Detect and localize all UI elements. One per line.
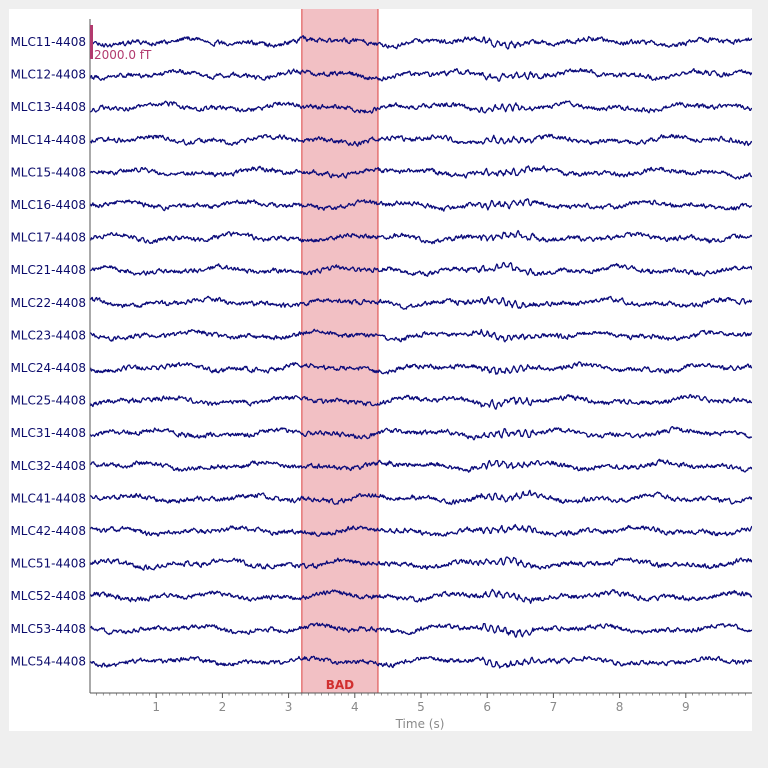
x-tick-label: 6 <box>483 700 491 714</box>
x-tick-label: 9 <box>682 700 690 714</box>
channel-trace-mlc51-4408[interactable] <box>89 556 752 571</box>
x-tick-label: 3 <box>285 700 293 714</box>
channel-trace-mlc24-4408[interactable] <box>89 361 752 375</box>
channel-trace-mlc54-4408[interactable] <box>89 655 752 669</box>
channel-label[interactable]: MLC24-4408 <box>10 361 86 375</box>
channel-labels-layer: MLC11-4408 MLC12-4408 MLC13-4408 MLC14-4408… <box>10 35 86 668</box>
annotation-label: BAD <box>326 678 354 692</box>
channel-trace-mlc16-4408[interactable] <box>89 198 752 212</box>
annotation-span-bad[interactable] <box>301 9 378 693</box>
channel-trace-mlc23-4408[interactable] <box>89 328 752 343</box>
x-tick-label: 8 <box>616 700 624 714</box>
channel-trace-mlc42-4408[interactable] <box>89 523 752 538</box>
channel-label[interactable]: MLC21-4408 <box>10 263 86 277</box>
x-tick-label: 4 <box>351 700 359 714</box>
channel-label[interactable]: MLC16-4408 <box>10 198 86 212</box>
traces-layer <box>89 35 752 669</box>
channel-label[interactable]: MLC15-4408 <box>10 165 86 179</box>
channel-label[interactable]: MLC42-4408 <box>10 524 86 538</box>
channel-trace-mlc41-4408[interactable] <box>89 489 752 506</box>
channel-trace-mlc53-4408[interactable] <box>89 622 752 638</box>
channel-label[interactable]: MLC32-4408 <box>10 459 86 473</box>
channel-trace-mlc31-4408[interactable] <box>89 425 752 441</box>
channel-trace-mlc21-4408[interactable] <box>89 261 752 277</box>
channel-label[interactable]: MLC22-4408 <box>10 296 86 310</box>
x-tick-label: 2 <box>219 700 227 714</box>
annotations-layer: BAD <box>301 9 379 693</box>
channel-label[interactable]: MLC13-4408 <box>10 100 86 114</box>
channel-trace-mlc15-4408[interactable] <box>89 165 752 180</box>
channel-trace-mlc17-4408[interactable] <box>89 229 752 245</box>
channel-trace-mlc25-4408[interactable] <box>89 393 752 410</box>
channel-label[interactable]: MLC51-4408 <box>10 557 86 571</box>
channel-label[interactable]: MLC54-4408 <box>10 654 86 668</box>
channel-label[interactable]: MLC23-4408 <box>10 328 86 342</box>
meg-raw-plot: BAD MLC11-4408 MLC12-4408 MLC13-4408 MLC14-… <box>10 9 752 731</box>
channel-label[interactable]: MLC52-4408 <box>10 589 86 603</box>
axes-layer: 1 2 3 4 5 6 7 8 9 Time (s) 2000.0 fT <box>89 19 752 731</box>
channel-label[interactable]: MLC25-4408 <box>10 394 86 408</box>
channel-label[interactable]: MLC11-4408 <box>10 35 86 49</box>
scale-bar-label: 2000.0 fT <box>94 48 152 62</box>
channel-label[interactable]: MLC12-4408 <box>10 68 86 82</box>
channel-trace-mlc13-4408[interactable] <box>89 100 752 114</box>
channel-label[interactable]: MLC31-4408 <box>10 426 86 440</box>
channel-label[interactable]: MLC41-4408 <box>10 491 86 505</box>
channel-label[interactable]: MLC14-4408 <box>10 133 86 147</box>
x-tick-label: 1 <box>152 700 160 714</box>
channel-trace-mlc52-4408[interactable] <box>89 588 752 604</box>
channel-trace-mlc14-4408[interactable] <box>89 133 752 147</box>
x-tick-label: 5 <box>417 700 425 714</box>
x-tick-label: 7 <box>550 700 558 714</box>
channel-label[interactable]: MLC53-4408 <box>10 622 86 636</box>
x-axis-title: Time (s) <box>395 717 445 731</box>
channel-label[interactable]: MLC17-4408 <box>10 231 86 245</box>
channel-trace-mlc22-4408[interactable] <box>89 295 752 310</box>
plot-canvas: BAD MLC11-4408 MLC12-4408 MLC13-4408 MLC14-… <box>9 9 752 731</box>
channel-trace-mlc11-4408[interactable] <box>89 35 752 50</box>
channel-trace-mlc12-4408[interactable] <box>89 67 752 82</box>
channel-trace-mlc32-4408[interactable] <box>89 458 752 473</box>
